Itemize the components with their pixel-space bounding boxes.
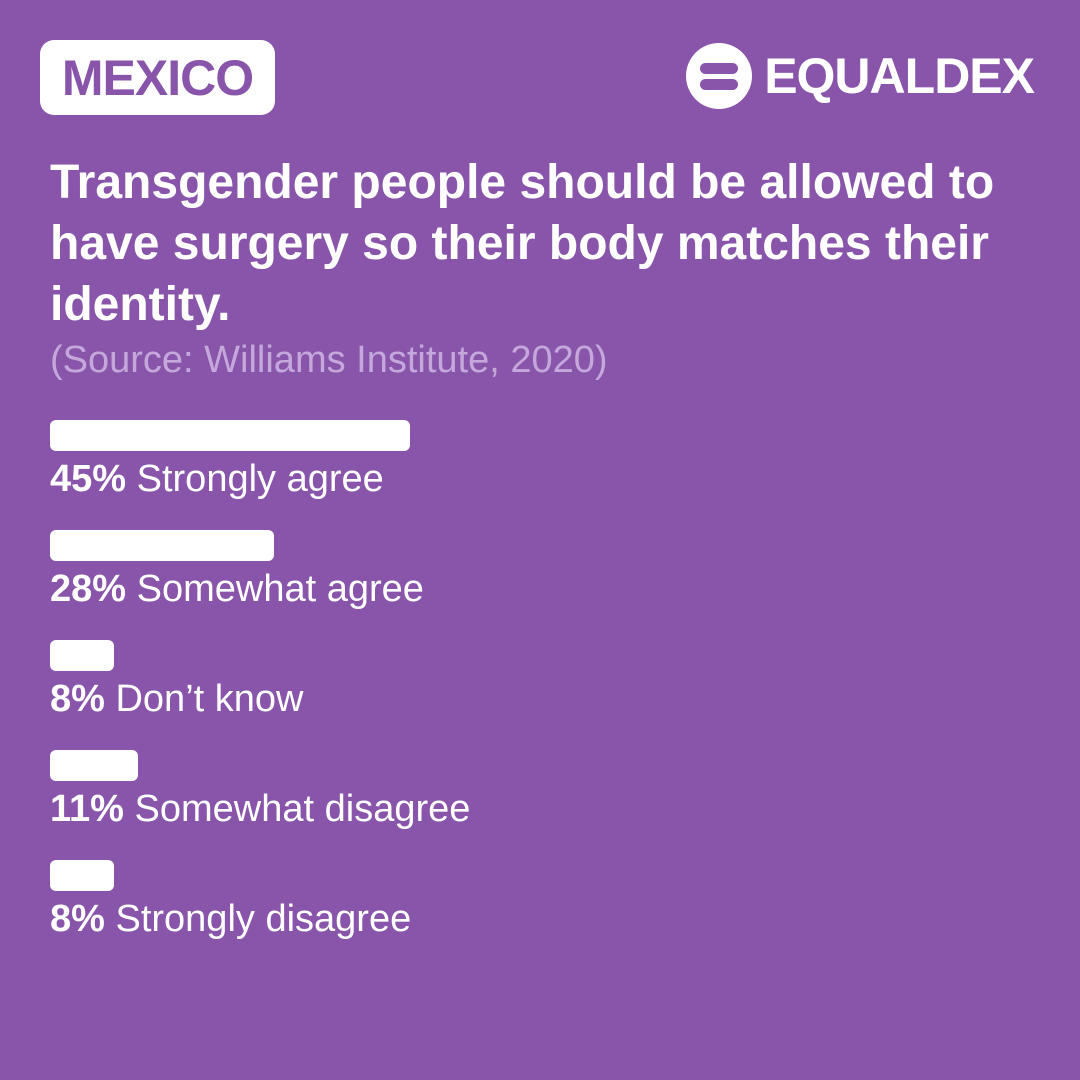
brand: EQUALDEX (686, 43, 1035, 109)
response-percent: 8% (50, 898, 105, 940)
country-badge: MEXICO (40, 40, 275, 115)
response-bar (50, 860, 114, 891)
response-category: Strongly agree (136, 458, 384, 500)
response-percent: 8% (50, 678, 105, 720)
source-citation: (Source: Williams Institute, 2020) (50, 339, 608, 381)
response-row: 11% Somewhat disagree (50, 750, 1030, 860)
response-label: 8% Don’t know (50, 677, 1030, 721)
response-percent: 28% (50, 568, 127, 610)
response-row: 45% Strongly agree (50, 420, 1030, 530)
response-chart: 45% Strongly agree 28% Somewhat agree 8% D… (50, 420, 1030, 970)
response-category: Somewhat disagree (134, 788, 471, 830)
response-percent: 45% (50, 458, 127, 500)
response-bar (50, 420, 410, 451)
country-name: MEXICO (61, 49, 254, 106)
survey-question: Transgender people should be allowed to … (50, 156, 995, 331)
response-category: Somewhat agree (136, 568, 424, 610)
response-bar (50, 530, 274, 561)
brand-name: EQUALDEX (764, 48, 1035, 104)
response-label: 8% Strongly disagree (50, 897, 1030, 941)
response-label: 11% Somewhat disagree (50, 787, 1030, 831)
response-row: 8% Don’t know (50, 640, 1030, 750)
response-category: Don’t know (115, 678, 304, 720)
response-row: 28% Somewhat agree (50, 530, 1030, 640)
response-bar (50, 640, 114, 671)
response-percent: 11% (50, 788, 124, 830)
equaldex-logo-icon (686, 43, 753, 109)
response-category: Strongly disagree (115, 898, 412, 940)
response-label: 28% Somewhat agree (50, 567, 1030, 611)
response-label: 45% Strongly agree (50, 457, 1030, 501)
response-bar (50, 750, 138, 781)
response-row: 8% Strongly disagree (50, 860, 1030, 970)
